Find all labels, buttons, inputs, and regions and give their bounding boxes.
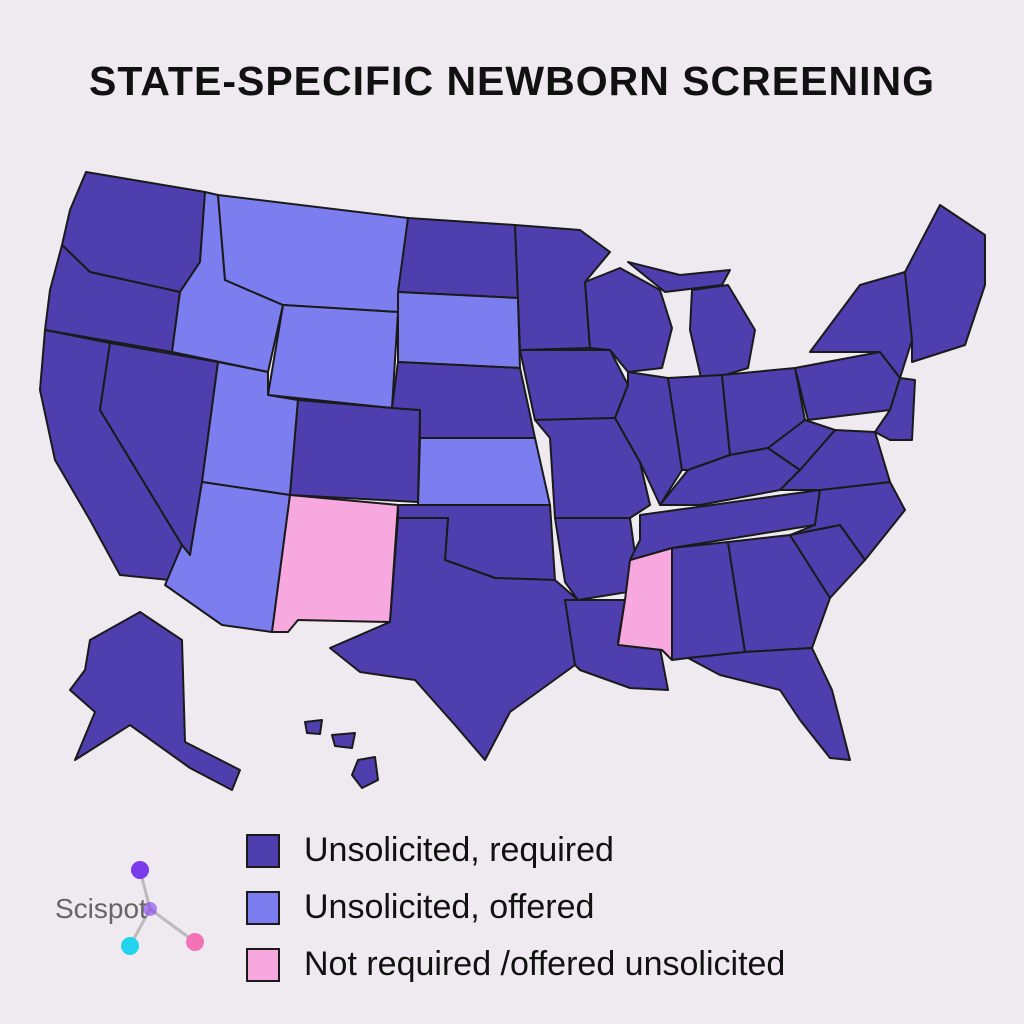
state-kansas <box>417 437 551 506</box>
state-georgia <box>727 534 831 653</box>
legend-label-offered: Unsolicited, offered <box>304 888 595 926</box>
state-michigan-upper <box>627 261 731 293</box>
state-texas <box>329 517 579 761</box>
state-alaska <box>69 611 241 791</box>
state-michigan-lower <box>689 284 756 383</box>
legend-swatch-not-required <box>246 947 280 982</box>
map-title: STATE-SPECIFIC NEWBORN SCREENING <box>89 58 935 104</box>
logo-node-right <box>186 933 204 951</box>
logo-node-top <box>131 861 149 879</box>
logo-text: Scispot <box>55 893 147 924</box>
state-new-england <box>904 204 986 363</box>
legend-swatch-offered <box>246 890 280 925</box>
legend-item-required: Unsolicited, required <box>246 822 785 879</box>
state-pennsylvania <box>794 351 901 421</box>
logo-node-left <box>121 937 139 955</box>
legend: Unsolicited, required Unsolicited, offer… <box>246 822 785 993</box>
state-hawaii-maui <box>331 732 356 749</box>
state-new-mexico <box>271 494 399 633</box>
logo-network-icon <box>121 861 204 955</box>
state-wisconsin <box>584 267 673 373</box>
state-colorado <box>289 399 421 503</box>
state-arkansas <box>554 517 641 601</box>
legend-label-not-required: Not required /offered unsolicited <box>304 945 786 983</box>
legend-swatch-required <box>246 833 280 868</box>
legend-label-required: Unsolicited, required <box>304 831 614 869</box>
logo-node-center <box>143 902 157 916</box>
state-florida <box>687 647 851 761</box>
state-north-dakota <box>397 217 519 299</box>
state-hawaii-oahu <box>304 719 323 735</box>
state-west-virginia <box>767 419 836 471</box>
scispot-logo: Scispot <box>55 858 215 968</box>
state-mid-atlantic <box>874 377 916 441</box>
state-iowa <box>519 349 629 421</box>
legend-item-offered: Unsolicited, offered <box>246 879 785 936</box>
state-hawaii-big <box>351 756 379 789</box>
state-south-dakota <box>397 291 521 369</box>
legend-item-not-required: Not required /offered unsolicited <box>246 936 785 993</box>
state-wyoming <box>267 304 399 409</box>
